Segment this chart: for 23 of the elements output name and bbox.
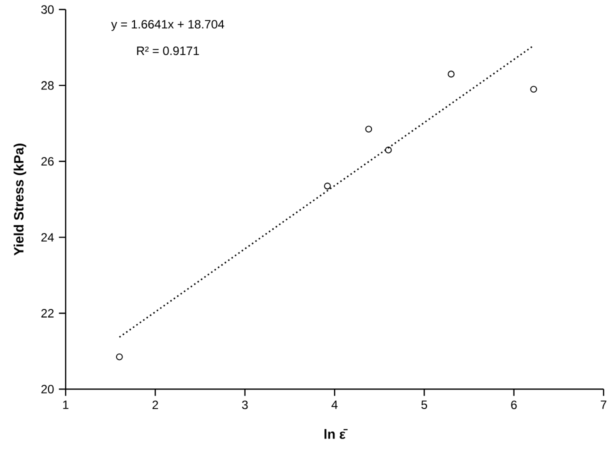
y-tick-label: 24: [41, 233, 54, 242]
point: [365, 126, 372, 133]
point: [530, 86, 538, 93]
x-tick-label: 3: [242, 400, 248, 410]
x-tick-label: 2: [152, 400, 158, 410]
y-tick-label: 30: [41, 5, 54, 14]
point: [448, 70, 455, 78]
annotation: R² = 0.9171: [137, 46, 199, 56]
y-tick-label: 28: [41, 81, 54, 90]
point: [384, 146, 392, 154]
point: [116, 354, 123, 361]
y-axis-title: Yield Stress (kPa): [14, 144, 26, 256]
x-tick-label: 1: [63, 400, 68, 410]
y-tick-label: 22: [41, 309, 54, 318]
y-tick-label: 26: [41, 157, 54, 166]
x-tick-label: 4: [332, 400, 338, 410]
point: [324, 182, 331, 190]
x-tick-label: 7: [600, 400, 606, 410]
annotation: y = 1.6641x + 18.704: [111, 20, 224, 32]
x-axis-title: ln ε̄: [324, 429, 348, 440]
x-tick-label: 6: [511, 400, 517, 410]
x-tick-label: 5: [421, 400, 428, 410]
y-tick-label: 20: [41, 385, 54, 394]
